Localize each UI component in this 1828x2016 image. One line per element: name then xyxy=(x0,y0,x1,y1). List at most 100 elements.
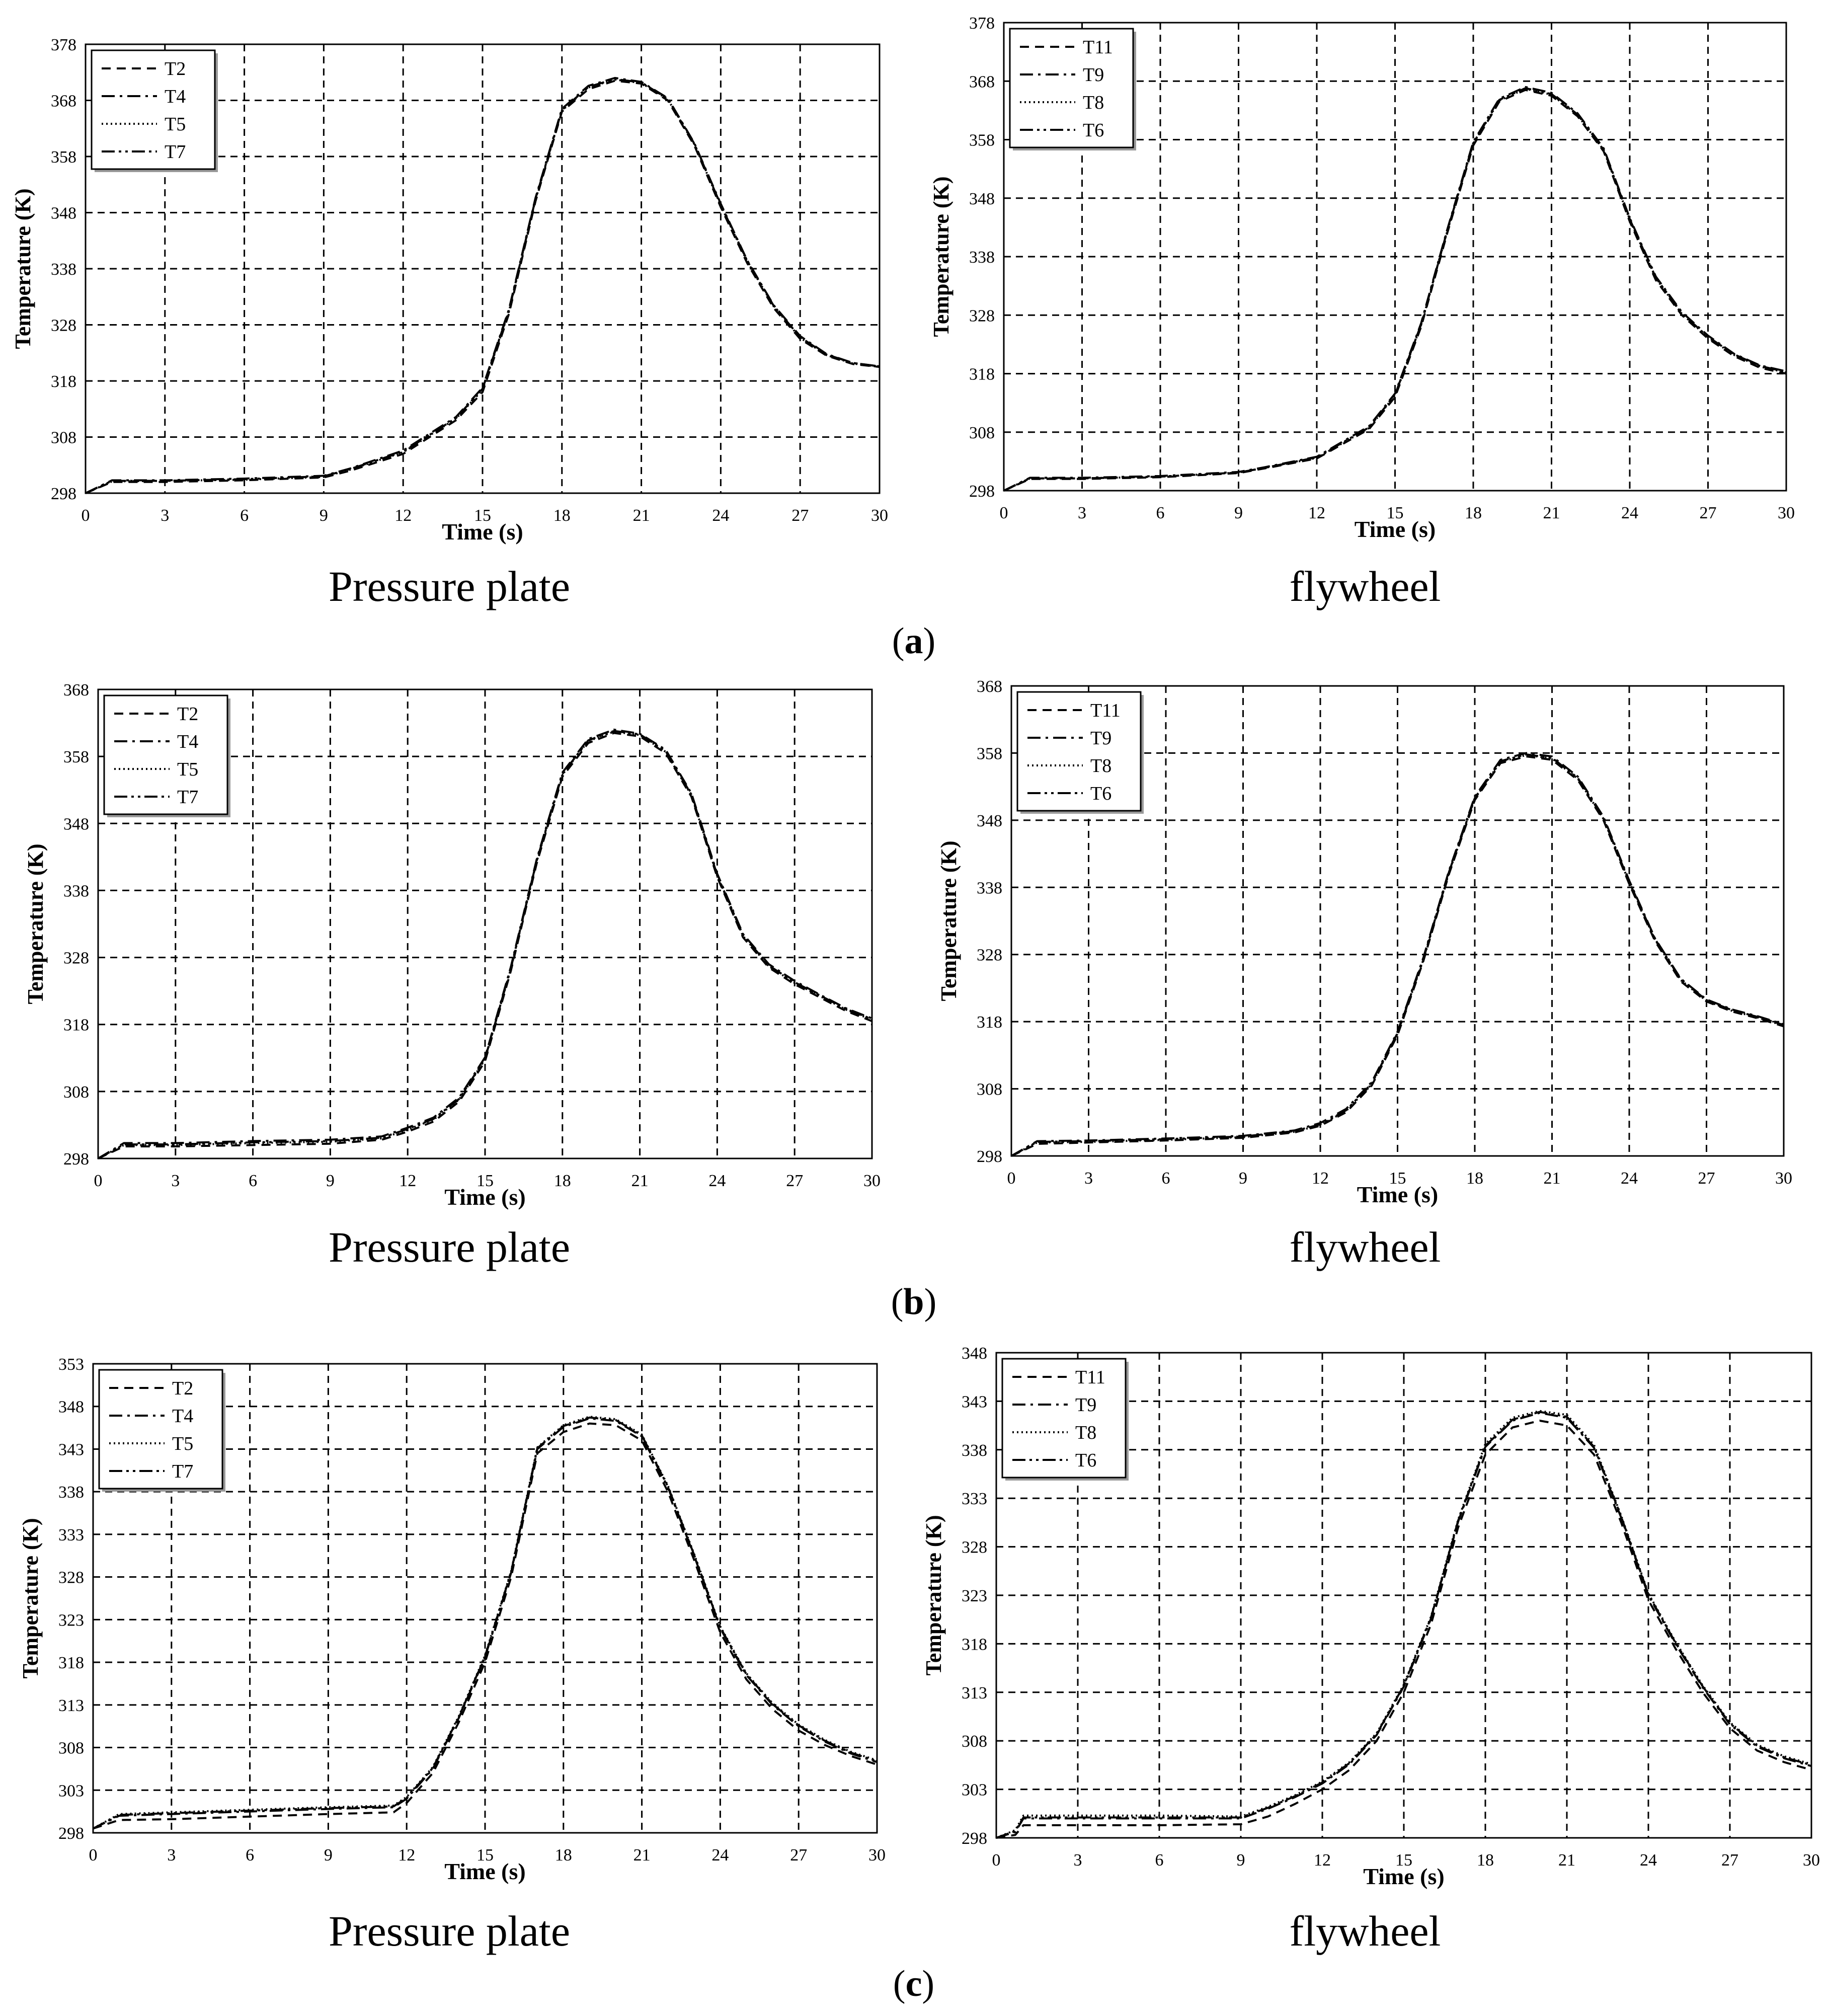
x-axis-label: Time (s) xyxy=(1355,516,1436,542)
x-tick-label: 21 xyxy=(631,1172,649,1190)
x-axis-label: Time (s) xyxy=(1363,1864,1444,1889)
panel-label-b: (b) xyxy=(891,1281,937,1323)
x-tick-label: 15 xyxy=(474,506,491,525)
y-tick-label: 318 xyxy=(969,365,995,384)
legend-label-T5: T5 xyxy=(172,1433,193,1454)
x-tick-label: 18 xyxy=(1465,504,1482,522)
legend-label-T6: T6 xyxy=(1090,783,1111,804)
x-tick-label: 30 xyxy=(863,1172,881,1190)
caption-a-left: Pressure plate xyxy=(328,562,570,610)
legend-label-T9: T9 xyxy=(1090,728,1111,749)
panel-label-c: (c) xyxy=(893,1963,935,2004)
x-tick-label: 6 xyxy=(1155,1851,1164,1870)
y-tick-label: 328 xyxy=(51,317,76,335)
x-tick-label: 18 xyxy=(554,1172,571,1190)
x-tick-label: 15 xyxy=(1387,504,1404,522)
y-tick-label: 378 xyxy=(969,14,995,33)
x-tick-label: 12 xyxy=(398,1846,415,1865)
x-tick-label: 9 xyxy=(324,1846,333,1865)
y-tick-label: 308 xyxy=(969,424,995,442)
y-tick-label: 343 xyxy=(962,1392,987,1411)
y-tick-label: 323 xyxy=(962,1587,987,1605)
x-tick-label: 9 xyxy=(326,1172,335,1190)
legend-label-T9: T9 xyxy=(1083,64,1104,86)
y-tick-label: 308 xyxy=(51,429,76,447)
x-tick-label: 9 xyxy=(320,506,328,525)
x-tick-label: 27 xyxy=(791,506,809,525)
caption-c-left: Pressure plate xyxy=(328,1907,570,1955)
x-tick-label: 6 xyxy=(1162,1169,1170,1188)
y-axis-label: Temperature (K) xyxy=(23,844,48,1004)
y-axis-label: Temperature (K) xyxy=(18,1518,43,1679)
x-tick-label: 21 xyxy=(633,1846,651,1865)
y-tick-label: 323 xyxy=(58,1611,84,1630)
x-tick-label: 18 xyxy=(1466,1169,1483,1188)
x-tick-label: 18 xyxy=(553,506,571,525)
legend-label-T11: T11 xyxy=(1083,37,1113,58)
x-tick-label: 3 xyxy=(171,1172,180,1190)
x-tick-label: 30 xyxy=(868,1846,886,1865)
chart-a-flywheel: 0 3 6 9 12 15 18 21 24 27 30 298 308 318 328 338 348 358 3… xyxy=(929,14,1795,542)
x-tick-label: 0 xyxy=(1007,1169,1016,1188)
legend xyxy=(98,1369,223,1490)
y-axis-label: Temperature (K) xyxy=(11,189,35,349)
legend-label-T11: T11 xyxy=(1075,1367,1105,1388)
panel-label-a-letter: a xyxy=(904,621,923,662)
x-axis-label: Time (s) xyxy=(442,519,523,545)
x-tick-label: 3 xyxy=(1074,1851,1082,1870)
legend-label-T8: T8 xyxy=(1075,1422,1096,1443)
x-tick-label: 21 xyxy=(1544,1169,1561,1188)
y-tick-label: 298 xyxy=(63,1150,89,1169)
y-tick-label: 338 xyxy=(962,1441,987,1460)
x-tick-label: 30 xyxy=(871,506,888,525)
x-tick-label: 24 xyxy=(712,506,729,525)
x-tick-label: 15 xyxy=(1389,1169,1406,1188)
legend-label-T7: T7 xyxy=(172,1461,193,1482)
legend-label-T8: T8 xyxy=(1090,755,1111,777)
x-tick-label: 21 xyxy=(1558,1851,1575,1870)
legend xyxy=(1001,1358,1127,1479)
y-tick-label: 298 xyxy=(58,1824,84,1843)
y-tick-label: 338 xyxy=(63,882,89,900)
x-tick-label: 3 xyxy=(167,1846,176,1865)
x-tick-label: 3 xyxy=(1084,1169,1093,1188)
legend-label-T6: T6 xyxy=(1083,120,1104,141)
y-tick-label: 358 xyxy=(51,148,76,167)
y-tick-label: 328 xyxy=(977,946,1002,965)
series-line-T9 xyxy=(1003,86,1787,492)
x-tick-label: 27 xyxy=(1721,1851,1738,1870)
y-tick-label: 368 xyxy=(51,92,76,111)
x-tick-label: 15 xyxy=(476,1172,494,1190)
x-tick-label: 0 xyxy=(992,1851,1001,1870)
x-tick-label: 12 xyxy=(1312,1169,1329,1188)
x-tick-label: 0 xyxy=(94,1172,103,1190)
x-tick-label: 9 xyxy=(1234,504,1243,522)
caption-b-right: flywheel xyxy=(1289,1223,1441,1271)
y-tick-label: 368 xyxy=(977,677,1002,696)
x-tick-label: 3 xyxy=(1078,504,1086,522)
x-tick-label: 18 xyxy=(555,1846,572,1865)
legend-label-T9: T9 xyxy=(1075,1394,1096,1416)
legend xyxy=(1016,691,1142,812)
series-line-T2 xyxy=(93,1422,878,1830)
y-tick-label: 368 xyxy=(63,681,89,700)
y-tick-label: 318 xyxy=(58,1654,84,1672)
y-tick-label: 348 xyxy=(58,1398,84,1417)
y-tick-label: 298 xyxy=(962,1829,987,1848)
y-tick-label: 308 xyxy=(58,1739,84,1758)
y-tick-label: 318 xyxy=(977,1013,1002,1032)
series-line-T11 xyxy=(996,1420,1812,1839)
legend xyxy=(103,694,228,815)
y-axis-label: Temperature (K) xyxy=(929,177,953,337)
caption-a-right: flywheel xyxy=(1289,562,1441,610)
chart-c-flywheel: 0 3 6 9 12 15 18 21 24 27 30 298 303 308 313 318 323 328 3… xyxy=(921,1344,1820,1889)
y-tick-label: 318 xyxy=(962,1635,987,1654)
legend-label-T2: T2 xyxy=(172,1378,193,1399)
y-tick-label: 358 xyxy=(969,131,995,150)
legend-label-T5: T5 xyxy=(165,114,186,135)
x-tick-label: 9 xyxy=(1237,1851,1245,1870)
chart-b-flywheel: 0 3 6 9 12 15 18 21 24 27 30 298 308 318 328 338 348 358 3… xyxy=(936,677,1792,1207)
series-line-T7 xyxy=(85,78,880,494)
x-tick-label: 27 xyxy=(786,1172,803,1190)
